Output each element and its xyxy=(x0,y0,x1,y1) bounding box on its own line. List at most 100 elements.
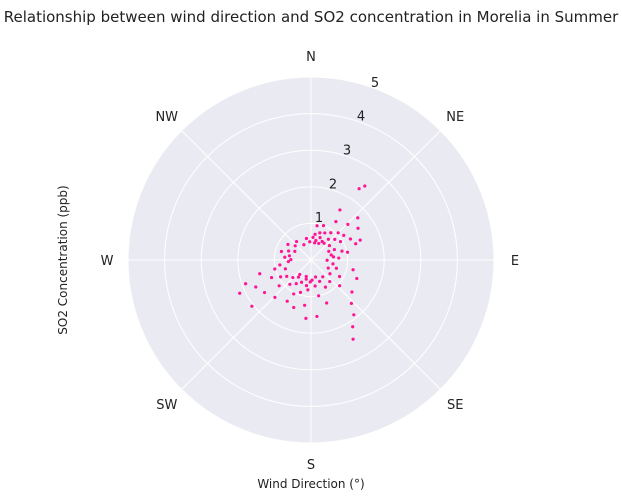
data-point xyxy=(273,267,277,271)
data-point xyxy=(331,262,335,266)
data-point xyxy=(306,288,310,292)
radial-tick-label-1: 1 xyxy=(315,211,323,226)
angular-gridline-ne xyxy=(310,130,441,261)
data-point xyxy=(313,232,317,236)
data-point xyxy=(292,305,296,310)
data-point xyxy=(323,231,327,235)
data-points xyxy=(238,184,367,341)
data-point xyxy=(291,275,295,280)
data-point xyxy=(313,284,317,288)
data-point xyxy=(278,263,282,267)
data-point xyxy=(283,267,287,271)
data-point xyxy=(286,259,290,264)
data-point xyxy=(336,231,340,235)
y-axis-label: SO2 Concentration (ppb) xyxy=(56,185,70,334)
direction-label-n: N xyxy=(306,50,316,65)
data-point xyxy=(325,301,329,305)
direction-label-nw: NW xyxy=(155,110,178,125)
data-point xyxy=(304,316,308,320)
data-point xyxy=(326,237,331,241)
data-point xyxy=(340,249,344,253)
data-point xyxy=(262,290,267,295)
data-point xyxy=(337,274,342,279)
data-point xyxy=(358,238,362,242)
data-point xyxy=(318,279,322,283)
data-point xyxy=(342,233,346,237)
data-point xyxy=(279,249,284,254)
data-point xyxy=(332,247,337,252)
radial-tick-labels: 1 2 3 4 5 xyxy=(315,76,379,226)
radial-tick-label-5: 5 xyxy=(371,76,379,91)
polar-plot-area: 1 2 3 4 5 N NE E SE S SW W NW xyxy=(101,50,520,473)
data-point xyxy=(315,224,319,228)
data-point xyxy=(357,187,361,191)
direction-label-e: E xyxy=(511,254,519,269)
data-point xyxy=(322,241,326,245)
data-point xyxy=(294,281,298,286)
data-point xyxy=(317,241,321,246)
data-point xyxy=(303,303,307,307)
direction-label-s: S xyxy=(307,458,315,473)
data-point xyxy=(294,239,299,244)
data-point xyxy=(337,284,342,288)
data-point xyxy=(351,268,355,272)
data-point xyxy=(331,255,336,259)
data-point xyxy=(304,274,308,279)
data-point xyxy=(348,237,353,241)
data-point xyxy=(287,249,291,253)
angular-gridline-nw xyxy=(181,130,312,261)
data-point xyxy=(338,208,342,212)
data-point xyxy=(258,272,262,276)
data-point xyxy=(283,255,287,259)
x-axis-label: Wind Direction (°) xyxy=(257,477,364,491)
data-point xyxy=(293,244,297,248)
data-point xyxy=(328,279,332,284)
data-point xyxy=(250,304,254,308)
data-point xyxy=(329,231,333,235)
data-point xyxy=(354,242,358,246)
data-point xyxy=(338,239,343,244)
data-point xyxy=(318,236,322,240)
data-point xyxy=(302,243,306,247)
data-point xyxy=(304,277,308,281)
data-point xyxy=(346,222,350,227)
data-point xyxy=(356,226,360,230)
direction-labels: N NE E SE S SW W NW xyxy=(101,50,520,473)
data-point xyxy=(327,243,332,248)
data-point xyxy=(244,282,248,286)
data-point xyxy=(328,272,332,276)
data-point xyxy=(289,258,293,262)
radial-tick-label-3: 3 xyxy=(343,144,351,159)
data-point xyxy=(334,220,338,224)
radial-tick-label-4: 4 xyxy=(357,110,365,125)
data-point xyxy=(311,235,315,239)
angular-gridline-se xyxy=(310,259,441,390)
data-point xyxy=(334,266,339,270)
data-point xyxy=(285,299,289,303)
data-point xyxy=(273,295,277,299)
data-point xyxy=(308,280,312,284)
direction-label-sw: SW xyxy=(156,398,177,413)
data-point xyxy=(269,275,274,280)
data-point xyxy=(349,301,354,305)
data-point xyxy=(355,276,359,281)
angular-gridline-sw xyxy=(181,259,312,390)
data-point xyxy=(304,236,309,241)
data-point xyxy=(254,285,258,289)
data-point xyxy=(288,282,292,286)
data-point xyxy=(317,294,321,298)
data-point xyxy=(296,275,301,279)
data-point xyxy=(325,258,329,262)
data-point xyxy=(293,249,297,254)
data-point xyxy=(278,275,283,279)
radial-tick-label-2: 2 xyxy=(329,177,337,192)
data-point xyxy=(299,280,304,284)
data-point xyxy=(285,274,289,278)
data-point xyxy=(350,290,354,294)
data-point xyxy=(356,216,360,220)
data-point xyxy=(292,292,296,296)
data-point xyxy=(323,285,328,289)
data-point xyxy=(333,237,337,241)
chart-title: Relationship between wind direction and … xyxy=(4,8,619,26)
data-point xyxy=(363,184,367,188)
